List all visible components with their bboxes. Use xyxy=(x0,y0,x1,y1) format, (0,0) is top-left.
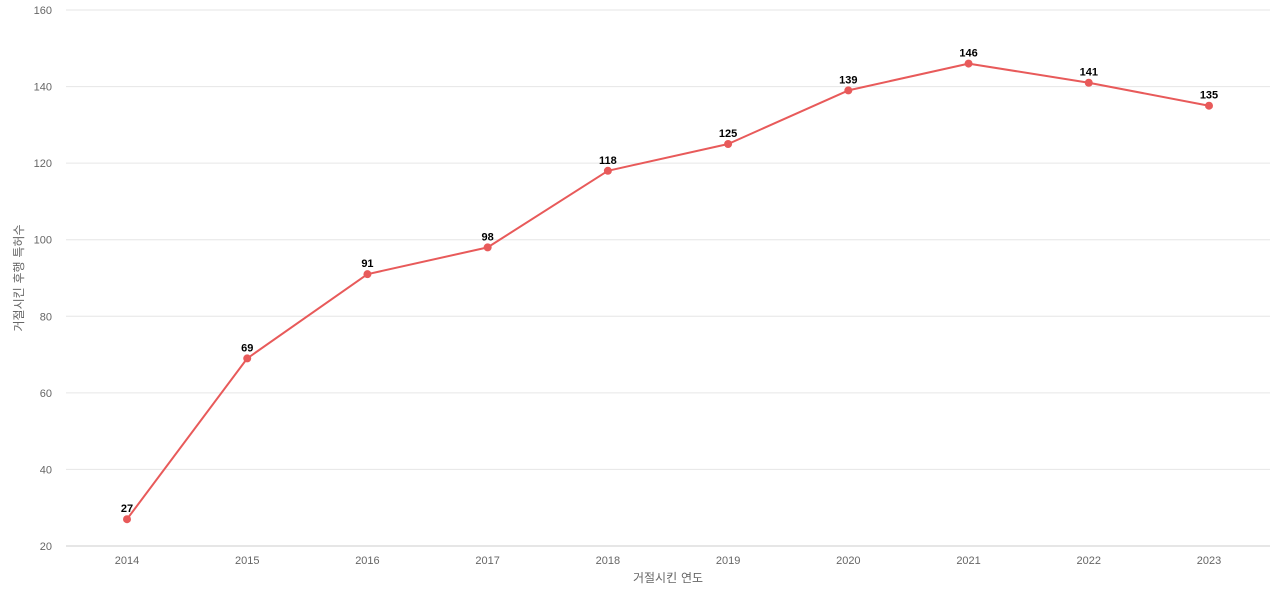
data-point[interactable] xyxy=(964,59,973,68)
x-tick-label: 2016 xyxy=(355,555,379,567)
x-tick-label: 2019 xyxy=(716,555,740,567)
x-tick-label: 2015 xyxy=(235,555,259,567)
data-label: 125 xyxy=(719,128,737,140)
data-label: 135 xyxy=(1200,90,1218,102)
data-point[interactable] xyxy=(1205,101,1213,110)
data-label: 141 xyxy=(1080,67,1098,79)
data-label: 118 xyxy=(599,155,617,167)
data-point[interactable] xyxy=(243,354,252,363)
series-line xyxy=(126,62,1210,520)
y-tick-label: 100 xyxy=(34,235,52,247)
x-tick-label: 2014 xyxy=(115,555,139,567)
y-tick-label: 80 xyxy=(40,311,52,323)
data-point[interactable] xyxy=(724,140,733,148)
data-point[interactable] xyxy=(603,166,612,175)
x-axis-title: 거절시킨 연도 xyxy=(633,571,703,585)
y-tick-label: 120 xyxy=(34,158,52,170)
y-tick-label: 40 xyxy=(40,464,52,476)
y-tick-label: 20 xyxy=(40,541,52,553)
y-tick-label: 60 xyxy=(40,388,52,400)
data-point[interactable] xyxy=(483,243,492,252)
x-tick-label: 2023 xyxy=(1197,555,1221,567)
x-tick-label: 2017 xyxy=(475,555,499,567)
x-tick-label: 2021 xyxy=(956,555,980,567)
data-label: 69 xyxy=(241,342,253,354)
y-tick-label: 140 xyxy=(34,82,52,94)
data-labels: 27 69 91 98 118 125 139 146 141 135 xyxy=(121,48,1218,516)
data-label: 139 xyxy=(839,74,857,86)
data-point[interactable] xyxy=(1084,78,1093,87)
x-tick-label: 2020 xyxy=(836,555,860,567)
data-point[interactable] xyxy=(363,270,372,279)
y-tick-labels: 20 40 60 80 100 120 140 160 xyxy=(34,5,52,553)
data-label: 91 xyxy=(361,258,373,270)
data-label: 27 xyxy=(121,503,133,515)
x-tick-labels: 2014 2015 2016 2017 2018 2019 2020 2021 2022 2023 xyxy=(115,555,1221,567)
x-tick-label: 2022 xyxy=(1077,555,1101,567)
y-axis-title: 거절시킨 후행 특허수 xyxy=(11,225,26,332)
data-point[interactable] xyxy=(123,515,131,524)
data-label: 98 xyxy=(482,231,494,243)
x-tick-label: 2018 xyxy=(596,555,620,567)
data-label: 146 xyxy=(959,48,977,60)
y-tick-label: 160 xyxy=(34,5,52,17)
grid-lines xyxy=(66,9,1270,470)
series xyxy=(123,59,1213,524)
data-point[interactable] xyxy=(844,86,853,95)
